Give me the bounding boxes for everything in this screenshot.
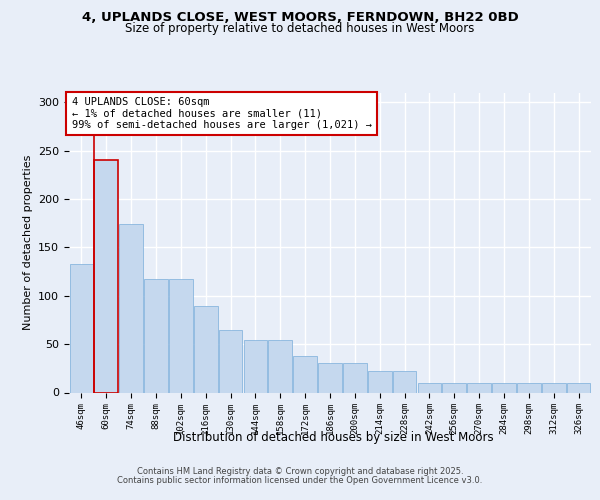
Bar [169,280,193,392]
Bar [219,330,242,392]
Text: Contains public sector information licensed under the Open Government Licence v3: Contains public sector information licen… [118,476,482,485]
Bar [343,364,367,392]
Bar [244,340,267,392]
Bar [119,224,143,392]
Text: Contains HM Land Registry data © Crown copyright and database right 2025.: Contains HM Land Registry data © Crown c… [137,467,463,476]
Bar [318,364,342,392]
Bar [70,264,93,392]
Bar [418,383,441,392]
Y-axis label: Number of detached properties: Number of detached properties [23,155,32,330]
Text: Size of property relative to detached houses in West Moors: Size of property relative to detached ho… [125,22,475,35]
Bar [144,280,168,392]
Bar [542,383,566,392]
Text: 4, UPLANDS CLOSE, WEST MOORS, FERNDOWN, BH22 0BD: 4, UPLANDS CLOSE, WEST MOORS, FERNDOWN, … [82,11,518,24]
Bar [293,356,317,393]
Bar [94,160,118,392]
Bar [268,340,292,392]
Text: Distribution of detached houses by size in West Moors: Distribution of detached houses by size … [173,431,493,444]
Bar [368,371,392,392]
Bar [567,383,590,392]
Bar [442,383,466,392]
Bar [492,383,516,392]
Bar [393,371,416,392]
Text: 4 UPLANDS CLOSE: 60sqm
← 1% of detached houses are smaller (11)
99% of semi-deta: 4 UPLANDS CLOSE: 60sqm ← 1% of detached … [71,97,371,130]
Bar [467,383,491,392]
Bar [194,306,218,392]
Bar [517,383,541,392]
